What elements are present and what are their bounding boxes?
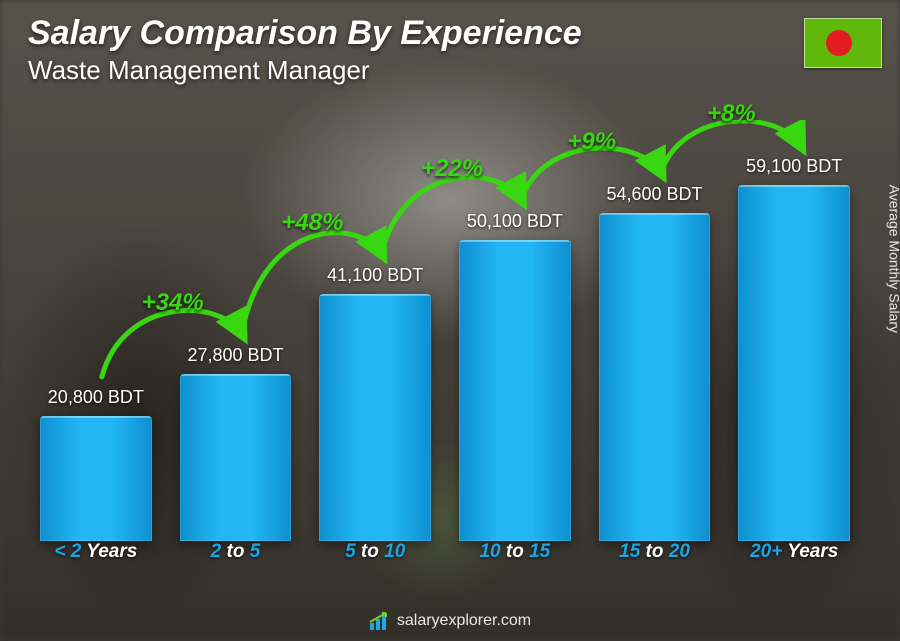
- x-axis-label: 20+ Years: [738, 541, 850, 571]
- bar-value-label: 54,600 BDT: [606, 184, 702, 205]
- bar-value-label: 59,100 BDT: [746, 156, 842, 177]
- bar: [319, 294, 431, 541]
- country-flag-bangladesh: [804, 18, 882, 68]
- increase-pct-label: +8%: [707, 100, 756, 128]
- bar: [180, 374, 292, 541]
- x-axis-label: 5 to 10: [319, 541, 431, 571]
- increase-pct-label: +22%: [421, 155, 483, 183]
- page-title: Salary Comparison By Experience: [28, 14, 582, 53]
- footer-site: salaryexplorer.com: [397, 612, 531, 630]
- x-axis-label: < 2 Years: [40, 541, 152, 571]
- bar-value-label: 41,100 BDT: [327, 265, 423, 286]
- bar-value-label: 27,800 BDT: [187, 345, 283, 366]
- x-axis-label: 15 to 20: [599, 541, 711, 571]
- bar-value-label: 20,800 BDT: [48, 387, 144, 408]
- logo-icon: [369, 611, 389, 631]
- x-axis-label: 10 to 15: [459, 541, 571, 571]
- page-subtitle: Waste Management Manager: [28, 55, 582, 86]
- flag-circle: [826, 30, 852, 56]
- bar-value-label: 50,100 BDT: [467, 211, 563, 232]
- bar-col: 59,100 BDT: [738, 156, 850, 541]
- footer: salaryexplorer.com: [0, 611, 900, 631]
- bars-row: 20,800 BDT 27,800 BDT 41,100 BDT 50,100 BDT…: [40, 120, 850, 541]
- increase-pct-label: +48%: [281, 209, 343, 237]
- bar: [599, 213, 711, 542]
- bar-col: 41,100 BDT: [319, 265, 431, 541]
- salary-bar-chart: 20,800 BDT 27,800 BDT 41,100 BDT 50,100 BDT…: [40, 120, 850, 571]
- x-labels-row: < 2 Years 2 to 5 5 to 10 10 to 15 15 to 20 20…: [40, 541, 850, 571]
- x-axis-label: 2 to 5: [180, 541, 292, 571]
- bar-col: 50,100 BDT: [459, 211, 571, 541]
- increase-pct-label: +34%: [142, 289, 204, 317]
- bar-col: 27,800 BDT: [180, 345, 292, 541]
- bar: [40, 416, 152, 541]
- title-block: Salary Comparison By Experience Waste Ma…: [28, 14, 582, 86]
- bar: [738, 185, 850, 541]
- increase-pct-label: +9%: [567, 128, 616, 156]
- bar-col: 20,800 BDT: [40, 387, 152, 541]
- y-axis-label: Average Monthly Salary: [886, 185, 900, 333]
- bar-col: 54,600 BDT: [599, 184, 711, 542]
- bar: [459, 240, 571, 541]
